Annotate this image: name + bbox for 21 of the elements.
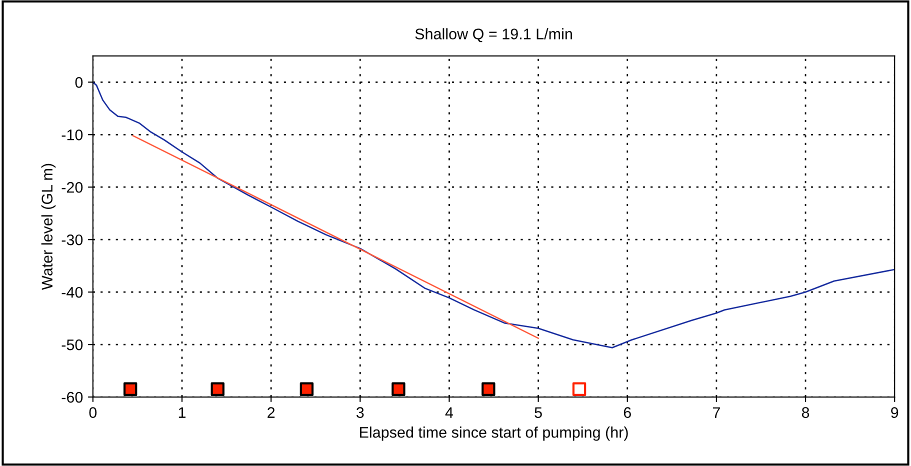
x-tick-label: 4: [445, 407, 454, 418]
y-axis-title: Water level (GL m): [41, 164, 56, 290]
y-tick-label: -20: [62, 182, 83, 193]
x-tick-label: 9: [891, 407, 898, 418]
chart-title: Shallow Q = 19.1 L/min: [415, 28, 572, 42]
x-axis-title: Elapsed time since start of pumping (hr): [360, 426, 628, 441]
y-tick-label: -10: [62, 130, 83, 140]
y-tick-label: -60: [62, 392, 83, 403]
line-series: [92, 81, 895, 348]
x-tick-label: 0: [89, 407, 97, 418]
y-tick-label: -50: [62, 339, 83, 350]
x-tick-label: 7: [712, 407, 720, 418]
x-tick-label: 5: [534, 407, 542, 418]
y-tick-label: 0: [75, 77, 83, 88]
y-tick-label: -30: [62, 234, 83, 246]
x-tick-label: 2: [268, 407, 275, 418]
y-tick-label: -40: [62, 286, 83, 298]
x-tick-label: 8: [802, 407, 810, 418]
x-tick-label: 3: [356, 407, 364, 418]
x-tick-label: 1: [178, 407, 186, 418]
x-tick-label: 6: [624, 407, 631, 418]
